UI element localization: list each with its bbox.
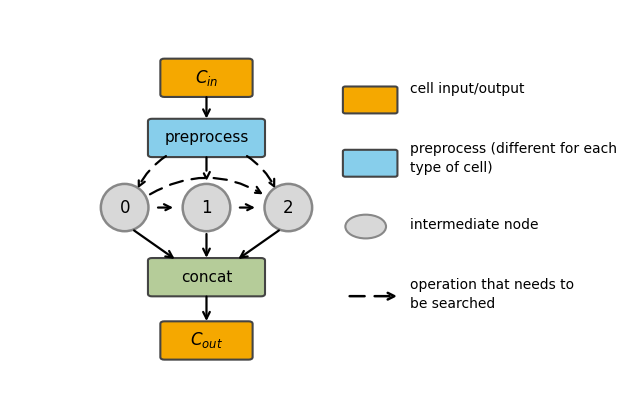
FancyBboxPatch shape	[148, 119, 265, 157]
Text: cell input/output: cell input/output	[410, 82, 524, 96]
Ellipse shape	[182, 184, 230, 231]
Text: operation that needs to: operation that needs to	[410, 278, 574, 292]
FancyBboxPatch shape	[343, 150, 397, 177]
Text: 0: 0	[120, 199, 130, 217]
Text: concat: concat	[180, 270, 232, 285]
FancyBboxPatch shape	[161, 59, 253, 97]
FancyBboxPatch shape	[148, 258, 265, 296]
Text: preprocess: preprocess	[164, 130, 249, 145]
Text: be searched: be searched	[410, 297, 495, 311]
Ellipse shape	[346, 215, 386, 238]
FancyBboxPatch shape	[161, 321, 253, 360]
Ellipse shape	[101, 184, 148, 231]
Text: $C_{out}$: $C_{out}$	[190, 330, 223, 351]
Text: type of cell): type of cell)	[410, 161, 492, 175]
Text: $C_{in}$: $C_{in}$	[195, 68, 218, 88]
Text: preprocess (different for each: preprocess (different for each	[410, 142, 617, 156]
Ellipse shape	[264, 184, 312, 231]
Text: 2: 2	[283, 199, 294, 217]
Text: 1: 1	[201, 199, 212, 217]
FancyBboxPatch shape	[343, 86, 397, 113]
Text: intermediate node: intermediate node	[410, 218, 538, 232]
